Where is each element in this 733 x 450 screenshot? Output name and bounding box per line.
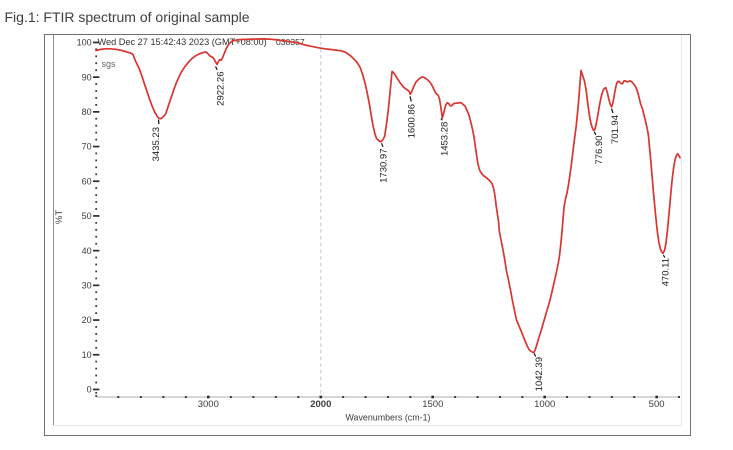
svg-text:3000: 3000	[198, 399, 219, 410]
svg-text:500: 500	[649, 399, 665, 410]
svg-text:1500: 1500	[422, 399, 443, 410]
svg-text:40: 40	[82, 246, 92, 256]
svg-text:60: 60	[82, 176, 92, 186]
svg-text:%T: %T	[54, 210, 65, 224]
svg-text:701.94: 701.94	[610, 115, 621, 144]
svg-text:90: 90	[82, 72, 92, 82]
svg-text:2000: 2000	[310, 399, 331, 410]
svg-text:100: 100	[77, 38, 92, 48]
svg-text:20: 20	[82, 315, 92, 325]
svg-text:0: 0	[87, 385, 92, 395]
svg-text:1042.39: 1042.39	[534, 357, 545, 391]
svg-text:1600.86: 1600.86	[407, 104, 418, 138]
svg-text:80: 80	[82, 107, 92, 117]
svg-text:Wavenumbers (cm-1): Wavenumbers (cm-1)	[346, 413, 431, 423]
svg-text:776.90: 776.90	[594, 136, 605, 165]
svg-text:3435.23: 3435.23	[151, 127, 162, 161]
svg-text:50: 50	[82, 211, 92, 221]
svg-text:1730.97: 1730.97	[379, 149, 390, 183]
svg-text:470.11: 470.11	[661, 258, 672, 286]
svg-text:2922.26: 2922.26	[216, 72, 227, 106]
svg-text:30: 30	[82, 281, 92, 291]
svg-text:70: 70	[82, 142, 92, 152]
svg-text:10: 10	[82, 350, 92, 360]
svg-text:1000: 1000	[534, 399, 555, 410]
svg-text:1453.28: 1453.28	[440, 122, 451, 156]
